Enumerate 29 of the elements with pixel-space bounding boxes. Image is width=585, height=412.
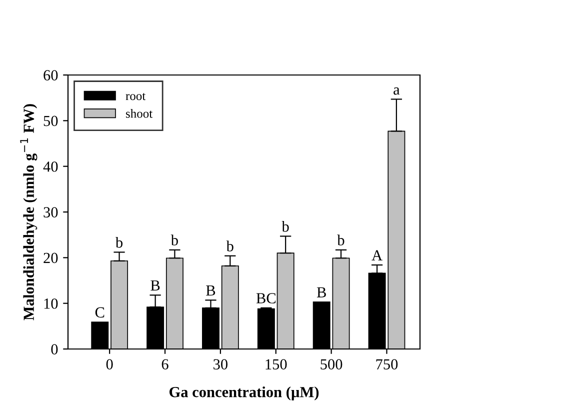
annotation: b (115, 236, 123, 248)
y-tick-label: 50 (44, 116, 58, 126)
annotation: b (337, 234, 344, 246)
x-tick-label: 6 (162, 359, 168, 370)
y-tick-label: 30 (44, 207, 58, 218)
legend-label: root (126, 92, 146, 100)
x-tick-label: 0 (106, 359, 113, 370)
annotation: B (150, 280, 160, 291)
x-tick-label: 500 (320, 359, 342, 370)
x-axis-title: Ga concentration (µM) (169, 386, 319, 400)
legend-label: shoot (126, 108, 153, 118)
annotation: a (394, 87, 400, 95)
annotation: B (316, 287, 326, 298)
y-tick-label: 10 (44, 298, 58, 309)
annotation: B (206, 285, 216, 296)
annotation: BC (256, 293, 276, 304)
annotation: b (282, 220, 289, 232)
annotation: b (226, 240, 234, 252)
y-axis-title: Malondialdehyde (nmlo g$^{−1}$ FW) (20, 104, 38, 320)
x-tick-label: 30 (214, 359, 228, 370)
annotation: A (372, 250, 382, 260)
y-tick-label: 20 (44, 252, 58, 264)
y-tick-label: 0 (51, 344, 58, 354)
y-tick-label: 60 (44, 70, 58, 80)
x-tick-label: 150 (266, 359, 287, 370)
annotation: b (170, 234, 178, 246)
x-tick-label: 750 (376, 359, 398, 370)
y-tick-label: 40 (43, 161, 58, 172)
annotation: C (95, 307, 104, 318)
